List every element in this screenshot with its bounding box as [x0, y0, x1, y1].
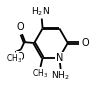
Text: O: O — [82, 38, 89, 48]
Text: N: N — [56, 53, 63, 63]
Text: O: O — [17, 22, 24, 32]
Text: H$_2$N: H$_2$N — [31, 5, 50, 18]
Text: CH$_3$: CH$_3$ — [6, 53, 22, 65]
Text: NH$_2$: NH$_2$ — [51, 69, 70, 82]
Text: CH$_3$: CH$_3$ — [32, 68, 49, 80]
Text: O: O — [16, 52, 24, 62]
